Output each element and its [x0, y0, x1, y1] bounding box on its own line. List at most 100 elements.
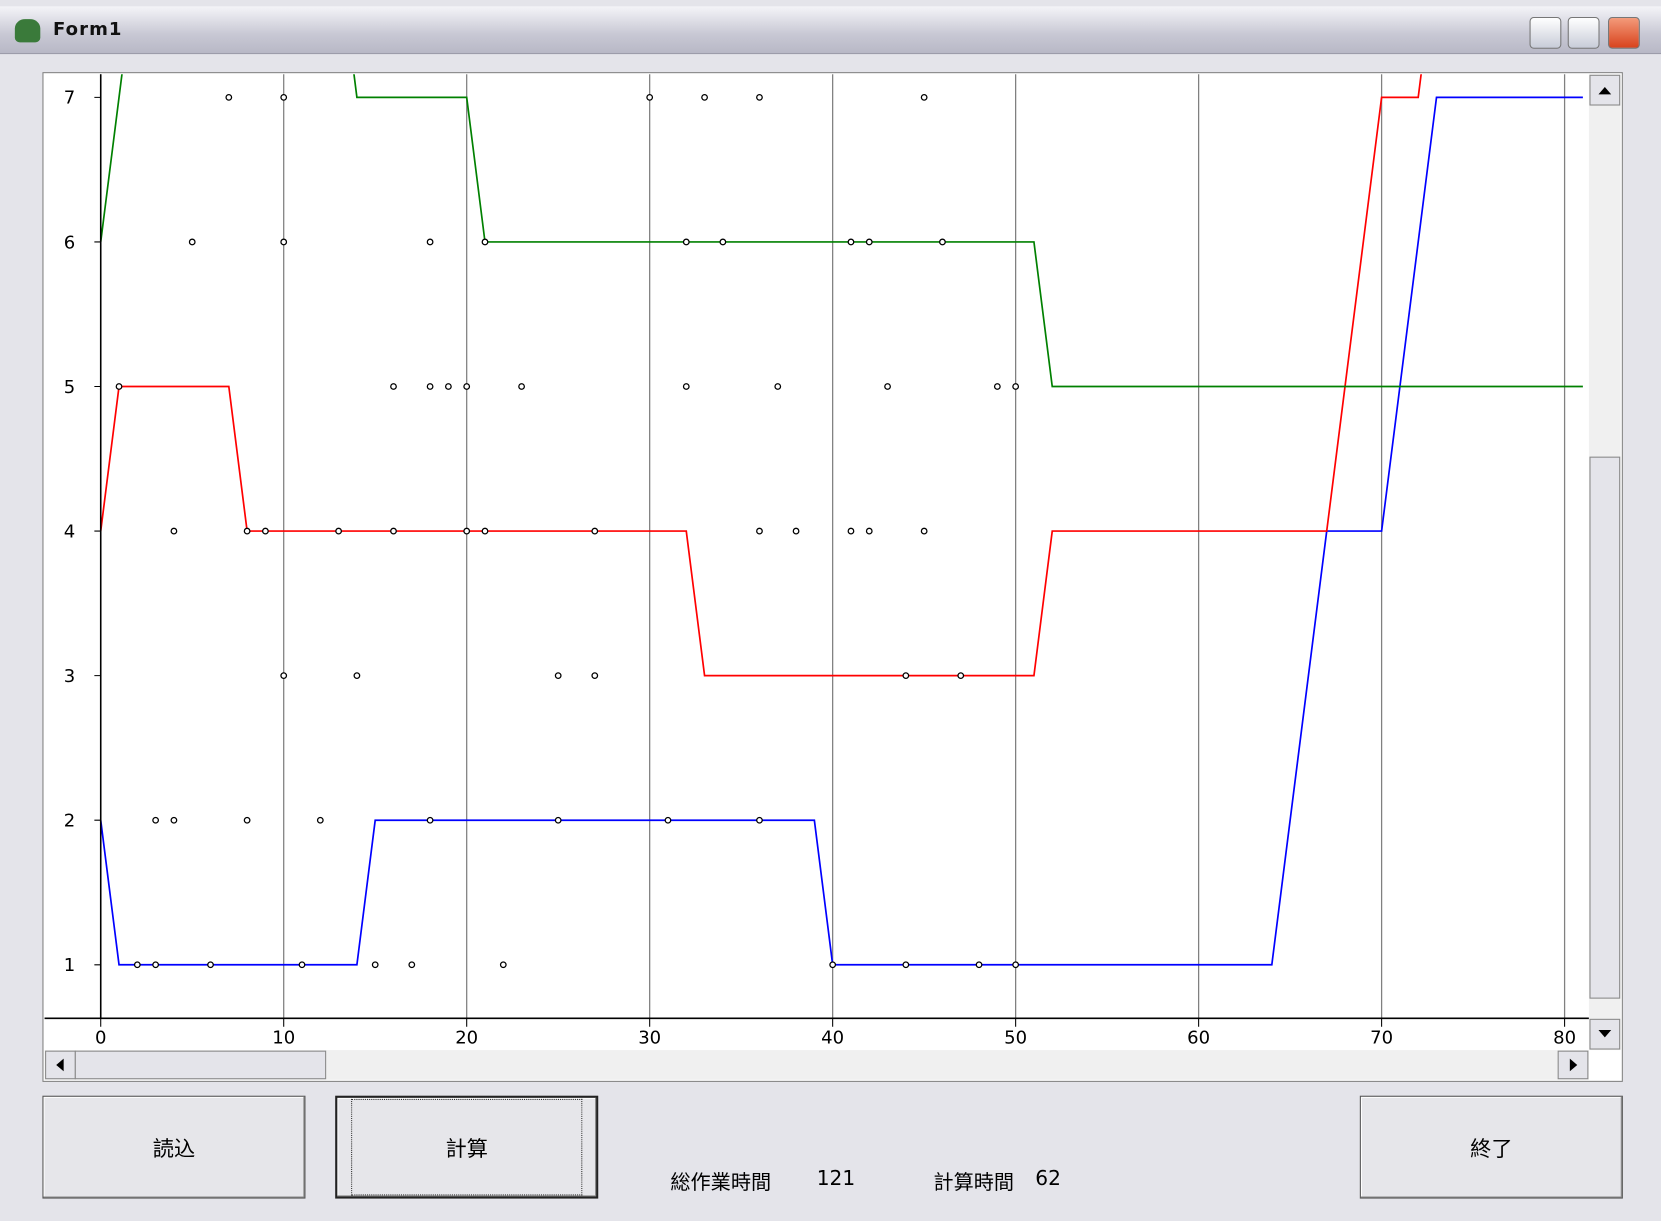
button-label: 終了 — [1470, 1132, 1512, 1163]
data-point — [903, 673, 909, 679]
title-bar: Form1 — [0, 6, 1661, 54]
load-button[interactable]: 読込 — [42, 1096, 305, 1199]
x-tick-label: 20 — [455, 1028, 478, 1049]
y-tick-label: 4 — [64, 521, 75, 542]
data-point — [793, 528, 799, 534]
button-label: 計算 — [352, 1100, 581, 1194]
data-point — [555, 817, 561, 823]
data-point — [519, 384, 525, 390]
x-tick-label: 60 — [1187, 1028, 1210, 1049]
calc-button[interactable]: 計算 — [335, 1096, 598, 1199]
y-tick-label: 5 — [64, 377, 75, 398]
data-point — [592, 528, 598, 534]
data-point — [391, 528, 397, 534]
window: Form1 010203040506070801234567 読込 計算 — [0, 0, 1661, 1221]
data-point — [775, 384, 781, 390]
data-point — [976, 962, 982, 968]
data-point — [464, 384, 470, 390]
data-point — [244, 528, 250, 534]
y-tick-label: 3 — [64, 666, 75, 687]
data-point — [757, 817, 763, 823]
app-icon — [15, 19, 40, 42]
data-point — [153, 817, 159, 823]
data-point — [464, 528, 470, 534]
x-tick-label: 0 — [95, 1028, 106, 1049]
maximize-button[interactable] — [1568, 17, 1600, 49]
y-tick-label: 7 — [64, 88, 75, 109]
data-point — [665, 817, 671, 823]
data-point — [757, 528, 763, 534]
data-point — [244, 817, 250, 823]
data-point — [848, 528, 854, 534]
data-point — [885, 384, 891, 390]
data-point — [647, 95, 653, 101]
series-line — [101, 73, 1583, 386]
data-point — [189, 239, 195, 245]
data-point — [921, 95, 927, 101]
data-point — [720, 239, 726, 245]
y-tick-label: 6 — [64, 232, 75, 253]
data-point — [592, 673, 598, 679]
data-point — [427, 817, 433, 823]
total-time-value: 121 — [817, 1167, 855, 1190]
calc-time-label: 計算時間 — [933, 1167, 1014, 1196]
window-title: Form1 — [53, 19, 123, 40]
close-button[interactable] — [1608, 17, 1640, 49]
x-tick-label: 10 — [272, 1028, 295, 1049]
button-label: 読込 — [153, 1132, 195, 1163]
data-point — [336, 528, 342, 534]
data-point — [940, 239, 946, 245]
data-point — [1013, 962, 1019, 968]
data-point — [446, 384, 452, 390]
calc-time-value: 62 — [1035, 1167, 1061, 1190]
data-point — [299, 962, 305, 968]
data-point — [684, 239, 690, 245]
data-point — [354, 673, 360, 679]
data-point — [921, 528, 927, 534]
data-point — [684, 384, 690, 390]
exit-button[interactable]: 終了 — [1360, 1096, 1623, 1199]
data-point — [281, 673, 287, 679]
data-point — [281, 95, 287, 101]
data-point — [409, 962, 415, 968]
x-tick-label: 70 — [1370, 1028, 1393, 1049]
data-point — [226, 95, 232, 101]
x-tick-label: 40 — [821, 1028, 844, 1049]
data-point — [903, 962, 909, 968]
x-tick-label: 80 — [1553, 1028, 1576, 1049]
data-point — [281, 239, 287, 245]
data-point — [501, 962, 507, 968]
data-point — [866, 528, 872, 534]
x-tick-label: 30 — [638, 1028, 661, 1049]
minimize-button[interactable] — [1530, 17, 1562, 49]
total-time-label: 総作業時間 — [670, 1167, 771, 1196]
data-point — [427, 384, 433, 390]
data-point — [555, 673, 561, 679]
data-point — [116, 384, 122, 390]
data-point — [171, 817, 177, 823]
data-point — [391, 384, 397, 390]
data-point — [372, 962, 378, 968]
v-thumb[interactable] — [1590, 457, 1620, 998]
data-point — [208, 962, 214, 968]
data-point — [171, 528, 177, 534]
series-line — [101, 73, 1437, 675]
page: Form1 010203040506070801234567 読込 計算 — [0, 0, 1661, 1221]
data-point — [830, 962, 836, 968]
data-point — [1013, 384, 1019, 390]
data-point — [866, 239, 872, 245]
data-point — [427, 239, 433, 245]
data-point — [482, 239, 488, 245]
h-thumb[interactable] — [75, 1051, 325, 1079]
data-point — [848, 239, 854, 245]
data-point — [135, 962, 141, 968]
data-point — [757, 95, 763, 101]
y-tick-label: 1 — [64, 955, 75, 976]
data-point — [958, 673, 964, 679]
x-tick-label: 50 — [1004, 1028, 1027, 1049]
data-point — [318, 817, 324, 823]
data-point — [153, 962, 159, 968]
data-point — [995, 384, 1001, 390]
